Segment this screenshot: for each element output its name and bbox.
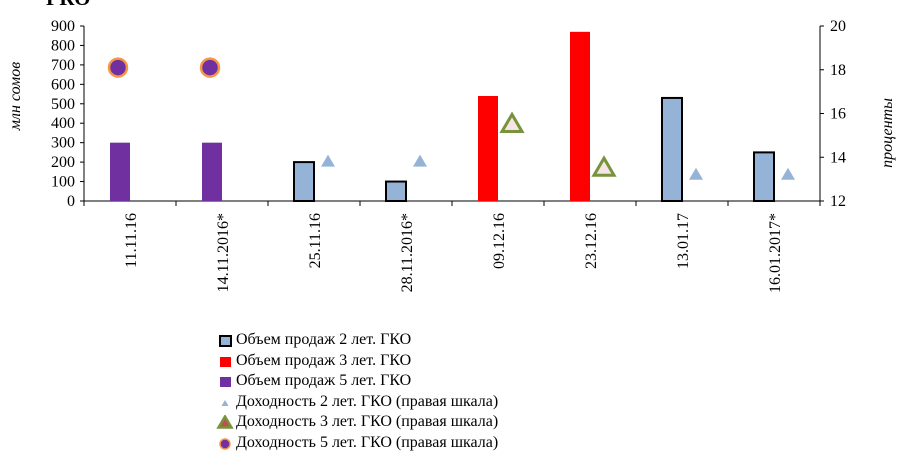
yield-marker bbox=[591, 155, 617, 177]
legend-swatch-2y-bar bbox=[216, 333, 234, 348]
x-tick-label: 25.11.16 bbox=[307, 213, 324, 268]
y-tick-label: 800 bbox=[51, 37, 75, 54]
legend: Объем продаж 2 лет. ГКО Объем продаж 3 л… bbox=[216, 330, 498, 453]
y-tick-label: 400 bbox=[51, 115, 75, 132]
y-tick-label: 900 bbox=[51, 18, 75, 35]
y2-tick-label: 16 bbox=[830, 106, 846, 123]
yield-marker bbox=[689, 167, 703, 180]
y-axis-label: млн сомов bbox=[7, 62, 24, 131]
legend-item: Доходность 2 лет. ГКО (правая шкала) bbox=[216, 392, 498, 413]
y-tick-label: 100 bbox=[51, 174, 75, 191]
bar bbox=[385, 180, 407, 203]
x-tick-label: 28.11.2016* bbox=[399, 213, 416, 292]
x-tick-label: 23.12.16 bbox=[583, 213, 600, 269]
y-tick-label: 300 bbox=[51, 135, 75, 152]
legend-swatch-3y-yield bbox=[216, 415, 234, 429]
x-tick-label: 09.12.16 bbox=[491, 213, 508, 269]
y-tick-label: 700 bbox=[51, 57, 75, 74]
plot-area: 0 100 200 300 400 500 600 700 800 900 12 14 16 18 20 11… bbox=[51, 18, 846, 293]
legend-label: Доходность 5 лет. ГКО (правая шкала) bbox=[236, 433, 499, 451]
x-tick-label: 16.01.2017* bbox=[767, 213, 784, 293]
yield-marker bbox=[321, 154, 335, 167]
legend-item: Объем продаж 5 лет. ГКО bbox=[216, 371, 498, 392]
bar bbox=[753, 151, 775, 202]
legend-item: Объем продаж 2 лет. ГКО bbox=[216, 330, 498, 351]
x-tick-label: 11.11.16 bbox=[123, 213, 140, 268]
legend-label: Объем продаж 5 лет. ГКО bbox=[236, 372, 412, 389]
bar bbox=[202, 142, 222, 201]
legend-item: Объем продаж 3 лет. ГКО bbox=[216, 351, 498, 372]
legend-label: Доходность 3 лет. ГКО (правая шкала) bbox=[236, 413, 499, 430]
page-title: ГКО bbox=[46, 0, 90, 10]
legend-label: Доходность 2 лет. ГКО (правая шкала) bbox=[236, 392, 499, 410]
legend-swatch-3y-bar bbox=[216, 354, 234, 368]
chart: ГКО 0 100 200 300 400 500 600 700 800 900 12 14 16 18… bbox=[7, 0, 896, 293]
x-tick-label: 14.11.2016* bbox=[215, 213, 232, 292]
yield-marker bbox=[413, 154, 427, 167]
y-tick-label: 500 bbox=[51, 96, 75, 113]
bar bbox=[478, 96, 498, 201]
y-tick-label: 600 bbox=[51, 76, 75, 93]
legend-item: Доходность 5 лет. ГКО (правая шкала) bbox=[216, 433, 498, 454]
x-tick-label: 13.01.17 bbox=[675, 213, 692, 269]
y2-tick-label: 20 bbox=[830, 18, 846, 35]
bar bbox=[293, 161, 315, 203]
legend-swatch-5y-bar bbox=[216, 374, 234, 388]
legend-swatch-2y-yield bbox=[216, 395, 234, 409]
bar bbox=[110, 142, 130, 201]
yield-marker bbox=[499, 111, 525, 133]
y-tick-label: 200 bbox=[51, 154, 75, 171]
legend-swatch-5y-yield bbox=[216, 436, 234, 450]
yield-marker bbox=[199, 57, 221, 78]
y-tick-label: 0 bbox=[67, 193, 75, 210]
y2-tick-label: 12 bbox=[830, 193, 846, 210]
legend-label: Объем продаж 2 лет. ГКО bbox=[236, 331, 412, 348]
legend-label: Объем продаж 3 лет. ГКО bbox=[236, 351, 412, 369]
y2-axis-label: проценты bbox=[879, 98, 896, 168]
y2-tick-label: 14 bbox=[830, 149, 846, 166]
bar bbox=[570, 31, 590, 202]
legend-item: Доходность 3 лет. ГКО (правая шкала) bbox=[216, 412, 498, 433]
y2-tick-label: 18 bbox=[830, 62, 846, 79]
bar bbox=[661, 96, 683, 202]
yield-marker bbox=[107, 57, 129, 78]
yield-marker bbox=[781, 167, 795, 180]
